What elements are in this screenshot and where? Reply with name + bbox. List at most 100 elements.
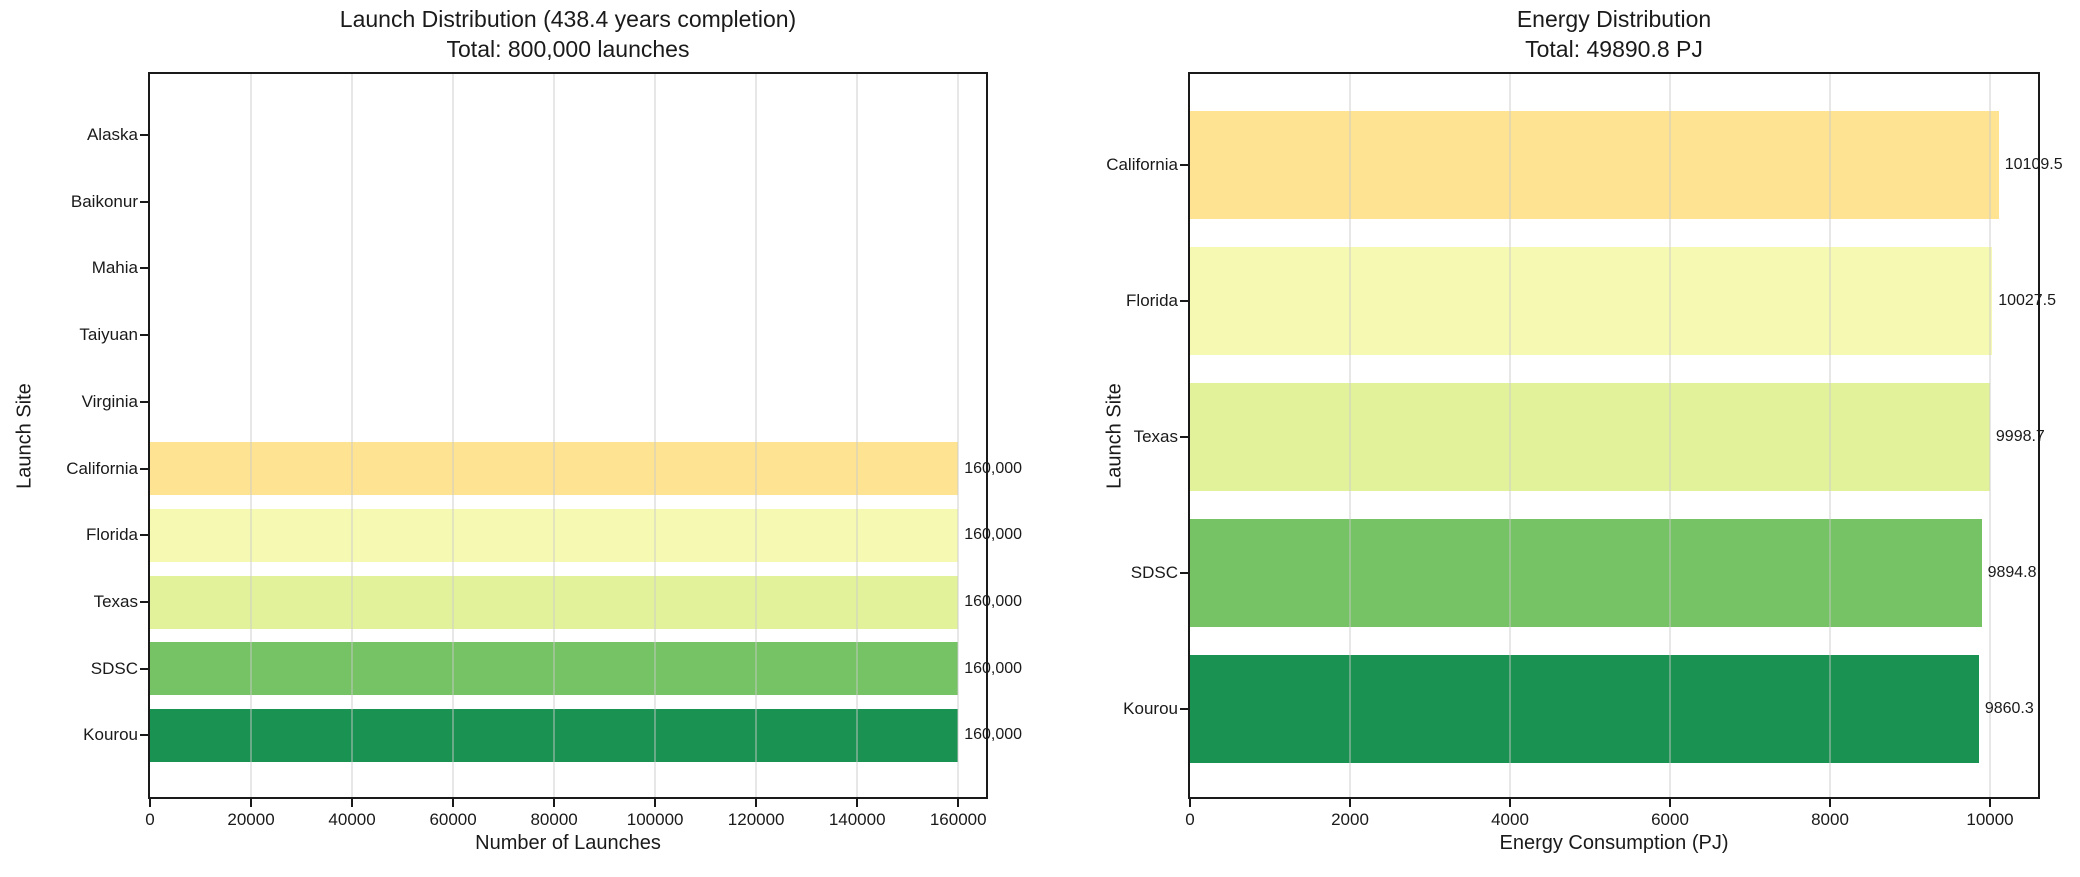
x-axis-label: Number of Launches [475,832,661,854]
x-tick-label: 40000 [328,810,376,829]
y-tick [1180,572,1188,574]
y-tick [140,534,148,537]
y-tick [1180,708,1188,710]
y-tick [140,200,148,203]
category-label: Kourou [83,725,138,745]
category-label: Virginia [81,391,138,411]
chart-title-block: Launch Distribution (438.4 years complet… [150,4,986,64]
gridline [957,74,960,797]
bar [150,708,959,762]
y-tick [140,734,148,737]
bar [1190,383,1990,491]
gridline [452,74,455,797]
gridline [1829,74,1831,797]
gridline [1669,74,1671,797]
x-tick [149,799,151,807]
x-tick-label: 140000 [828,810,886,829]
x-tick [957,799,960,807]
chart-title: Launch Distribution (438.4 years complet… [339,6,797,32]
bar-value-label: 9860.3 [1984,700,2034,717]
chart-title-block: Energy Distribution Total: 49890.8 PJ [1190,4,2038,64]
bar [1190,519,1982,627]
category-label: Mahia [91,258,138,278]
x-tick-label: 0 [145,810,155,829]
bar-value-label: 9998.7 [1995,428,2045,445]
plot-area: 0 20000 40000 60000 80000 100000 120000 140000 1… [66,72,1022,829]
x-tick-label: 60000 [429,810,477,829]
bar-value-label: 160,000 [964,526,1023,544]
energy-distribution-chart: Energy Distribution Total: 49890.8 PJ La… [1103,0,2063,877]
x-tick-label: 2000 [1331,810,1369,829]
bar-value-label: 10109.5 [2004,156,2063,173]
bar [1190,247,1993,355]
bar [150,575,959,629]
category-label: Texas [93,592,138,612]
gridline [1509,74,1511,797]
category-label: Baikonur [70,191,138,211]
gridline [755,74,758,797]
x-tick-label: 0 [1185,810,1195,829]
gridline [654,74,657,797]
bar-value-label: 9894.8 [1987,564,2037,581]
x-tick [250,799,253,807]
y-tick [140,601,148,604]
plot-area: 0 2000 4000 6000 8000 10000 California 10109.5 F… [1106,72,2063,829]
x-tick-label: 80000 [530,810,578,829]
category-label: Florida [1126,291,1178,310]
bar-value-label: 160,000 [964,726,1023,744]
y-tick [140,667,148,670]
category-label: Kourou [1123,699,1178,718]
y-tick [140,467,148,470]
x-axis-label: Energy Consumption (PJ) [1499,832,1729,854]
bar-value-label: 160,000 [964,659,1023,677]
bar [150,508,959,562]
bar [150,442,959,496]
gridline [1349,74,1351,797]
x-tick-label: 8000 [1811,810,1849,829]
x-tick [553,799,556,807]
gridline [1989,74,1991,797]
chart-subtitle: Total: 49890.8 PJ [1525,36,1703,62]
category-label: Taiyuan [79,325,138,345]
x-tick [856,799,859,807]
category-label: Florida [86,525,138,545]
x-tick-label: 100000 [626,810,684,829]
x-tick [1989,799,1991,807]
x-tick-label: 6000 [1651,810,1689,829]
chart-title: Energy Distribution [1516,6,1712,32]
category-label: Texas [1133,427,1178,446]
category-label: SDSC [90,658,138,678]
y-tick [140,400,148,403]
bar-value-label: 160,000 [964,593,1023,611]
gridline [553,74,556,797]
x-tick [1829,799,1831,807]
x-tick-label: 120000 [727,810,785,829]
gridline [250,74,253,797]
x-tick [654,799,657,807]
y-tick [140,134,148,136]
y-tick [1180,300,1188,302]
x-tick [452,799,455,807]
y-tick [140,267,148,270]
gridline [351,74,354,797]
gridline [856,74,859,797]
x-tick-label: 20000 [227,810,275,829]
x-tick [351,799,354,807]
category-label: California [1106,155,1178,174]
chart-subtitle: Total: 800,000 launches [446,36,690,62]
x-tick [1509,799,1511,807]
bar [1190,655,1979,763]
x-tick [1189,799,1191,807]
y-tick [1180,436,1188,438]
category-label: Alaska [86,125,138,144]
bar-value-label: 10027.5 [1998,292,2057,309]
x-tick-label: 10000 [1966,810,2014,829]
x-tick-label: 160000 [929,810,987,829]
launch-distribution-chart: Launch Distribution (438.4 years complet… [13,0,1022,877]
y-tick [140,334,148,337]
bar [150,642,959,696]
category-label: California [66,458,138,478]
y-axis-label: Launch Site [13,382,35,489]
x-tick-label: 4000 [1491,810,1529,829]
